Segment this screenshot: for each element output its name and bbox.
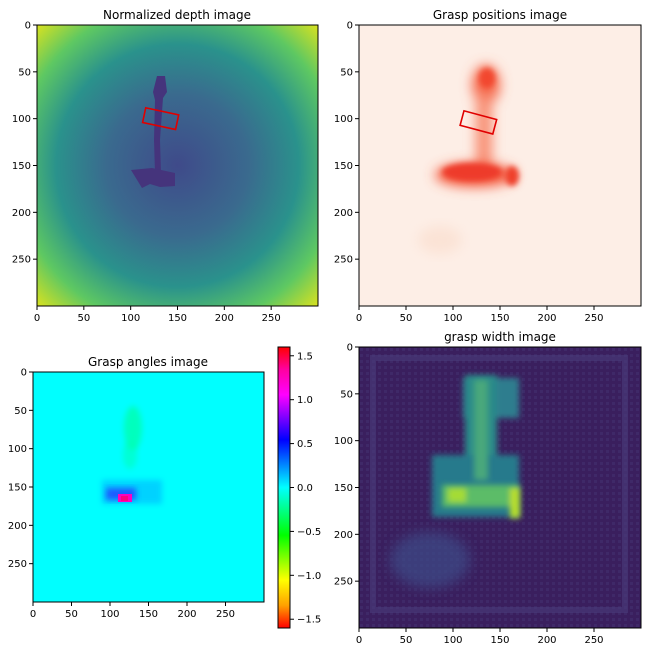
y-tick-label: 150 [8,483,27,494]
y-tick-label: 50 [14,406,27,417]
angles-heatmap [33,372,264,602]
x-tick-label: 200 [177,609,196,620]
x-tick-label: 100 [443,635,462,646]
x-tick-label: 250 [584,313,603,324]
colorbar-tick-label: 0.0 [297,483,313,494]
colorbar-tick-label: 1.0 [297,395,313,406]
colorbar-tick-label: −1.0 [297,571,321,582]
x-tick-label: 50 [400,635,413,646]
y-tick-label: 50 [340,389,353,400]
y-tick-label: 250 [12,255,31,266]
y-tick-label: 0 [347,21,353,32]
y-tick-label: 150 [12,161,31,172]
grasp-rectangle [141,106,180,131]
colorbar-tick-label: 1.5 [297,351,313,362]
y-tick-label: 100 [334,114,353,125]
x-tick-label: 200 [215,313,234,324]
y-tick-label: 50 [340,67,353,78]
y-tick-label: 0 [347,343,353,354]
y-tick-label: 100 [334,436,353,447]
x-tick-label: 0 [34,313,40,324]
hammer-shape [131,76,175,188]
y-tick-label: 200 [12,208,31,219]
panel-angles: Grasp angles image 0 50 100 150 200 250 0 50 100… [8,355,265,620]
width-heatmap [359,347,641,628]
y-tick-label: 200 [8,521,27,532]
x-tick-label: 100 [100,609,119,620]
colorbar: 1.5 1.0 0.5 0.0 −0.5 −1.0 −1.5 [277,346,321,629]
y-tick-label: 0 [25,21,31,32]
x-tick-label: 150 [490,635,509,646]
depth-heatmap [37,25,318,306]
x-tick-label: 50 [65,609,78,620]
positions-heatmap [359,25,641,306]
panel-title: Grasp angles image [88,355,208,369]
x-tick-label: 200 [537,635,556,646]
y-tick-label: 250 [334,577,353,588]
colorbar-tick-label: −1.5 [297,615,321,626]
x-tick-label: 50 [77,313,90,324]
colorbar-tick-label: −0.5 [297,527,321,538]
x-tick-label: 150 [490,313,509,324]
y-tick-label: 100 [12,114,31,125]
colorbar-tick-label: 0.5 [297,439,313,450]
grasp-rectangle [459,109,498,136]
y-tick-label: 150 [334,161,353,172]
x-tick-label: 200 [537,313,556,324]
x-tick-label: 100 [121,313,140,324]
y-tick-label: 0 [21,368,27,379]
x-tick-label: 50 [400,313,413,324]
y-tick-label: 250 [334,255,353,266]
y-tick-label: 150 [334,483,353,494]
panel-depth: Normalized depth image 0 50 100 150 200 250 0 5… [12,8,319,324]
x-tick-label: 100 [443,313,462,324]
panel-title: grasp width image [444,330,556,344]
x-tick-label: 150 [168,313,187,324]
x-tick-label: 0 [30,609,36,620]
y-tick-label: 200 [334,208,353,219]
x-tick-label: 0 [356,635,362,646]
x-tick-label: 150 [139,609,158,620]
panel-title: Grasp positions image [433,8,567,22]
x-tick-label: 250 [262,313,281,324]
panel-positions: Grasp positions image 0 50 100 150 200 250 0 50… [334,8,642,324]
x-tick-label: 0 [356,313,362,324]
y-tick-label: 200 [334,530,353,541]
panel-width: grasp width image 0 50 100 150 200 250 0 50 100 1… [334,330,642,646]
panel-title: Normalized depth image [103,8,251,22]
y-tick-label: 100 [8,444,27,455]
x-tick-label: 250 [216,609,235,620]
y-tick-label: 250 [8,559,27,570]
x-tick-label: 250 [584,635,603,646]
y-tick-label: 50 [18,67,31,78]
